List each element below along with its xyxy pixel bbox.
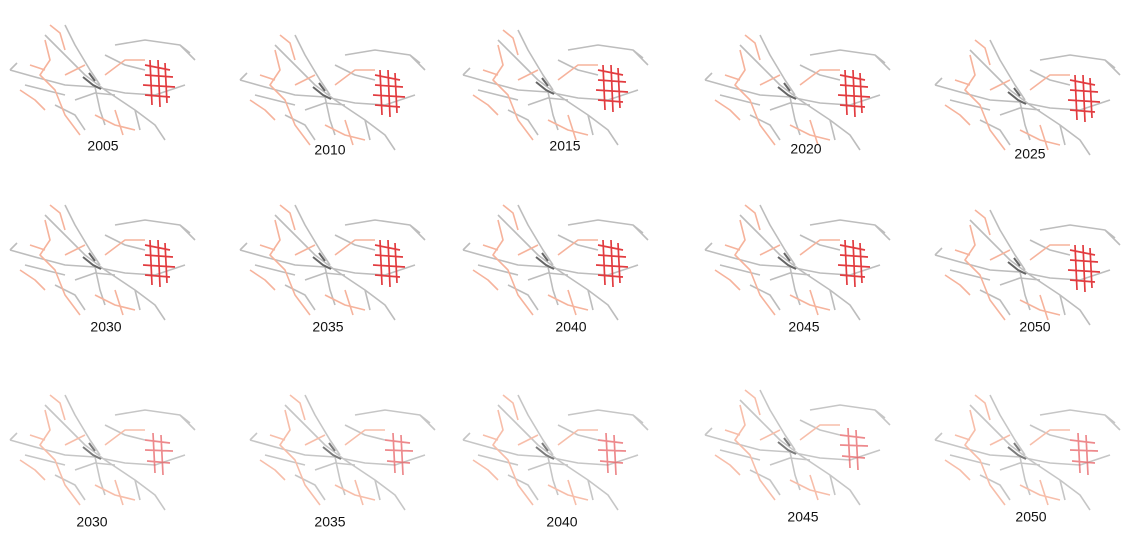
network-map [9, 204, 196, 321]
network-map [9, 394, 196, 511]
year-label: 2030 [90, 319, 121, 335]
network-map [239, 204, 426, 321]
year-label: 2025 [1014, 146, 1045, 162]
network-map [462, 29, 649, 146]
network-map [9, 24, 196, 141]
network-map [462, 204, 649, 321]
network-map [704, 389, 891, 506]
year-label: 2020 [790, 141, 821, 157]
network-map [934, 39, 1121, 156]
network-map [239, 34, 426, 151]
network-map [249, 394, 436, 511]
network-map [934, 209, 1121, 326]
year-label: 2015 [549, 138, 580, 154]
network-map [704, 34, 891, 151]
year-label: 2040 [555, 319, 586, 335]
year-label: 2050 [1015, 509, 1046, 525]
year-label: 2040 [546, 514, 577, 530]
year-label: 2030 [76, 514, 107, 530]
year-label: 2005 [87, 138, 118, 154]
year-label: 2035 [314, 514, 345, 530]
year-label: 2050 [1019, 319, 1050, 335]
year-label: 2010 [314, 142, 345, 158]
year-label: 2045 [787, 509, 818, 525]
network-map [934, 394, 1121, 511]
network-map [462, 394, 649, 511]
year-label: 2045 [788, 319, 819, 335]
network-map [704, 204, 891, 321]
year-label: 2035 [312, 319, 343, 335]
